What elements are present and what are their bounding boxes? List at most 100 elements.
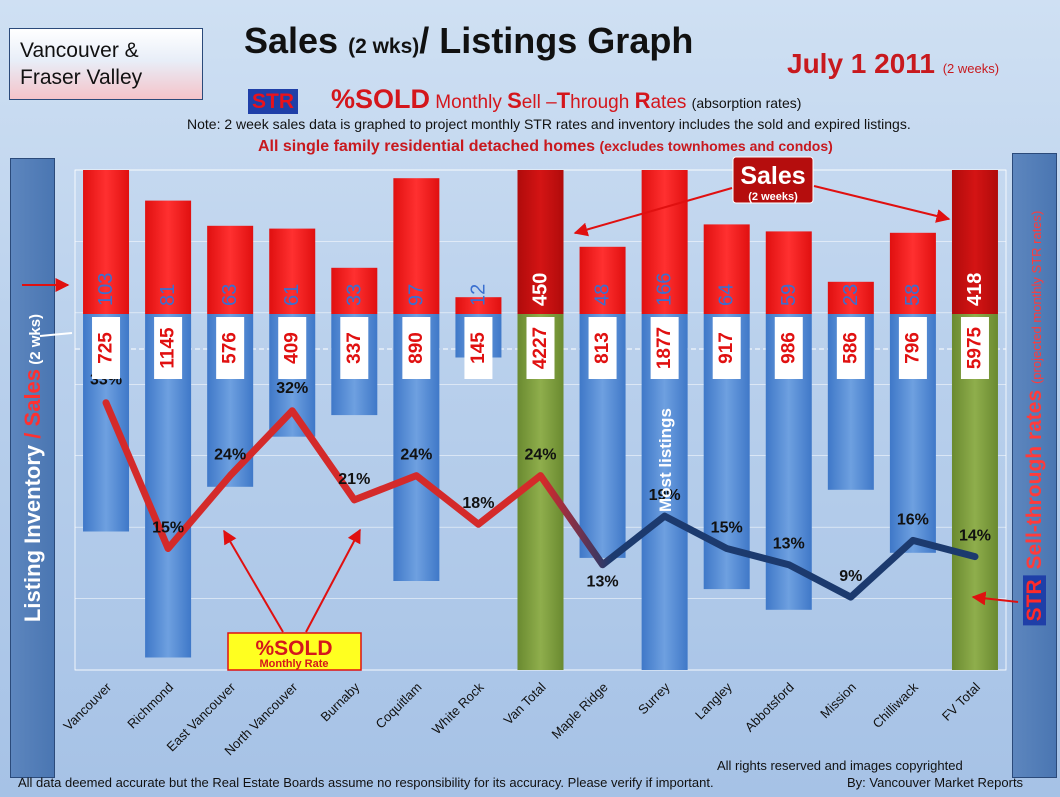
inventory-value: 4227: [530, 327, 551, 369]
sales-bar: [83, 170, 130, 314]
sales-arrow-right: [813, 185, 951, 223]
sales-callout-box: [732, 156, 814, 204]
pct-label: 14%: [959, 528, 991, 545]
scope-main: All single family residential detached h…: [258, 138, 600, 155]
pct-label: 19%: [649, 487, 681, 504]
sold-callout: %SOLD Monthly Rate: [223, 528, 362, 671]
sales-bar: [207, 225, 254, 314]
page-title: Sales (2 wks)/ Listings Graph: [244, 20, 693, 62]
inventory-value-box: [92, 317, 121, 379]
inventory-axis-arrow: [39, 332, 73, 337]
inventory-value: 725: [96, 332, 117, 364]
pct-label: 16%: [897, 511, 929, 528]
inventory-value: 337: [344, 332, 365, 364]
bar-labels: 103 725 81 1145 63 576 61 409 33 337 97 890 12 145 450…: [92, 273, 989, 379]
subtitle-p2: ell: [521, 92, 541, 113]
sales-bar: [145, 200, 192, 314]
sales-bar: [517, 170, 564, 314]
pct-label: 9%: [839, 568, 862, 585]
right-axis-panel: [1012, 153, 1057, 778]
sales-bar: [579, 246, 626, 314]
pct-label: 13%: [587, 574, 619, 591]
inventory-value-box: [278, 317, 307, 379]
inventory-value: 145: [468, 332, 489, 364]
subtitle: %SOLD Monthly Sell –Through Rates (absor…: [331, 84, 801, 115]
category-label: Burnaby: [318, 679, 363, 724]
subtitle-p1: Monthly: [430, 92, 508, 113]
sold-arrow-right: [305, 528, 361, 633]
inventory-value: 986: [778, 332, 799, 364]
report-date: July 1 2011 (2 weeks): [787, 48, 999, 80]
category-label: Surrey: [635, 679, 673, 717]
sold-callout-sub: Monthly Rate: [259, 658, 328, 670]
inventory-value: 576: [220, 332, 241, 364]
pct-label: 13%: [773, 536, 805, 553]
category-label: Coquitlam: [372, 680, 424, 732]
category-label: Langley: [692, 679, 735, 722]
sales-callout-main: Sales: [740, 162, 805, 190]
region-box: Vancouver & Fraser Valley: [9, 28, 203, 100]
inventory-value: 917: [716, 332, 737, 364]
subtitle-p3: hrough: [570, 92, 635, 113]
pct-label: 24%: [524, 447, 556, 464]
sales-bar: [455, 297, 502, 314]
str-axis-arrow: [971, 591, 1019, 606]
inventory-value: 409: [282, 332, 303, 364]
inventory-value-box: [154, 317, 183, 379]
sales-callout-sub: (2 weeks): [748, 191, 798, 203]
scope-note: All single family residential detached h…: [258, 138, 833, 156]
inventory-value-box: [464, 317, 493, 379]
inventory-value: 586: [840, 332, 861, 364]
category-label: Mission: [817, 680, 859, 722]
sales-bar: [269, 228, 316, 314]
sales-value: 166: [654, 273, 676, 306]
sales-value: 12: [467, 284, 489, 306]
bars: [83, 170, 998, 670]
pct-label: 15%: [711, 520, 743, 537]
subtitle-s: S: [507, 88, 522, 113]
category-label: Abbotsford: [742, 680, 797, 735]
left-axis-panel: [10, 158, 55, 778]
str-badge: STR: [248, 89, 298, 114]
footer-rights: All rights reserved and images copyright…: [717, 758, 963, 773]
inventory-value-box: [216, 317, 245, 379]
sales-bar: [889, 232, 936, 314]
sold-arrow-left: [223, 529, 284, 633]
title-paren: (2 wks): [348, 35, 420, 58]
inventory-value-box: [774, 317, 803, 379]
sales-value: 33: [343, 284, 365, 306]
footer-disclaimer: All data deemed accurate but the Real Es…: [18, 775, 714, 790]
inventory-value-box: [526, 317, 555, 379]
sales-value: 64: [716, 284, 738, 306]
sales-callout: Sales (2 weeks): [573, 156, 951, 237]
region-line-2: Fraser Valley: [20, 66, 143, 90]
sales-bar: [827, 281, 874, 314]
sales-bar: [641, 170, 688, 314]
sales-bar: [703, 224, 750, 314]
category-label: FV Total: [939, 679, 983, 723]
sales-value: 48: [592, 284, 614, 306]
title-main: Sales: [244, 20, 349, 61]
region-line-1: Vancouver &: [20, 39, 139, 62]
sales-bar: [951, 170, 998, 314]
pct-label: 24%: [400, 447, 432, 464]
category-label: Maple Ridge: [548, 680, 610, 742]
subtitle-small: (absorption rates): [691, 95, 802, 111]
footer-by: By: Vancouver Market Reports: [847, 775, 1024, 790]
subtitle-r: R: [634, 88, 651, 113]
sales-value: 450: [530, 273, 552, 306]
title-rest: / Listings Graph: [419, 20, 694, 61]
inventory-value-box: [836, 317, 865, 379]
subtitle-sold: %SOLD: [331, 84, 431, 114]
date-small: (2 weeks): [942, 61, 1000, 76]
str-line-path: [102, 399, 979, 601]
inventory-value: 1877: [654, 327, 675, 369]
sold-callout-main: %SOLD: [255, 637, 332, 660]
category-label: White Rock: [429, 679, 487, 737]
inventory-value: 813: [592, 332, 613, 364]
inventory-value: 796: [902, 332, 923, 364]
category-label: Vancouver: [60, 679, 114, 733]
category-label: Richmond: [124, 680, 176, 732]
scope-small: (excludes townhomes and condos): [599, 138, 833, 154]
